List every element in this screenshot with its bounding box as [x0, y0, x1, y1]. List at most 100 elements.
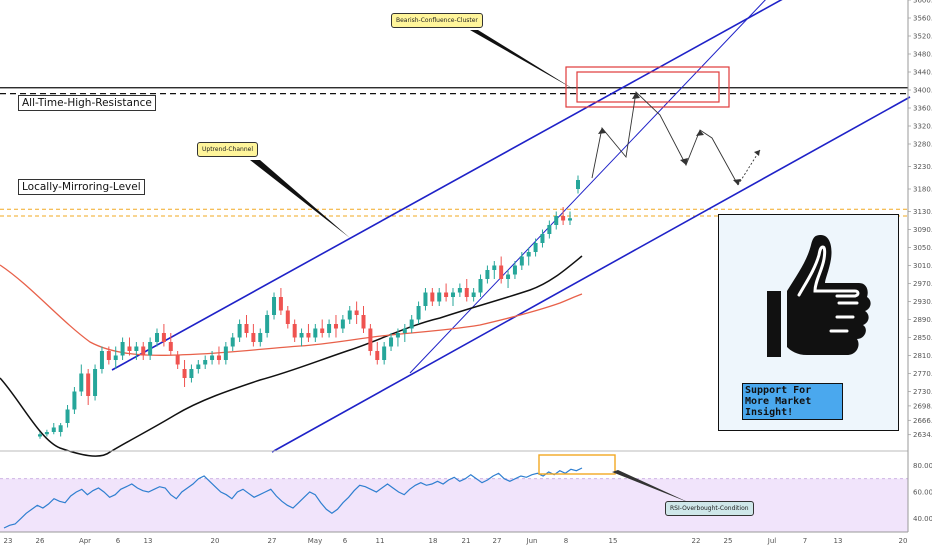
moving-average-red [0, 264, 583, 356]
candle [251, 333, 256, 342]
candle [519, 256, 524, 266]
candle [457, 288, 462, 293]
candle [299, 333, 304, 338]
projection-arrowhead [733, 179, 741, 185]
candle [93, 369, 98, 396]
local-mirror-label: Locally-Mirroring-Level [18, 179, 145, 195]
candle [327, 324, 332, 333]
x-tick-label: 6 [116, 537, 121, 545]
candle [409, 319, 414, 329]
support-text: Support For More Market Insight! [742, 383, 843, 420]
x-tick-label: 13 [834, 537, 843, 545]
candle [347, 310, 352, 320]
y-tick-label: 2634.00 [913, 431, 932, 439]
candle [38, 434, 42, 437]
candle [203, 360, 208, 365]
candle [313, 328, 318, 338]
y-tick-label: 2666.00 [913, 417, 932, 425]
x-tick-label: Apr [79, 537, 91, 545]
projection-arrowhead [696, 130, 704, 136]
y-tick-label: 3130.00 [913, 208, 932, 216]
x-tick-label: 18 [429, 537, 438, 545]
candle [230, 337, 235, 347]
x-tick-label: 6 [343, 537, 348, 545]
rsi-pointer [612, 470, 690, 503]
candle [141, 346, 146, 356]
candle [444, 292, 449, 297]
x-tick-label: 21 [462, 537, 471, 545]
x-tick-label: 15 [609, 537, 618, 545]
y-tick-label: 2730.00 [913, 388, 932, 396]
candle [161, 333, 166, 342]
y-tick-label: 2970.00 [913, 280, 932, 288]
y-tick-label: 3560.00 [913, 15, 932, 23]
candle [547, 225, 552, 234]
steep-trend-line [409, 0, 766, 374]
candle [478, 279, 483, 293]
x-tick-label: 26 [36, 537, 45, 545]
candle [79, 373, 84, 392]
candle [127, 346, 132, 351]
candle [430, 292, 435, 302]
candle [561, 216, 566, 221]
y-tick-label: 3180.00 [913, 186, 932, 194]
candle [265, 315, 270, 333]
x-tick-label: 25 [724, 537, 733, 545]
cluster-box-outer [565, 66, 730, 108]
candle [292, 324, 297, 338]
projection-path [591, 91, 739, 186]
y-tick-label: 3520.00 [913, 33, 932, 41]
candle [65, 409, 70, 423]
thumbs-up-icon [767, 235, 871, 357]
rsi-overbought-callout: RSI-Overbought-Condition [665, 501, 754, 516]
x-tick-label: Jun [526, 537, 538, 545]
candle [499, 265, 504, 279]
candle [526, 252, 531, 257]
all-time-high-label: All-Time-High-Resistance [18, 95, 156, 111]
x-tick-label: 27 [268, 537, 277, 545]
candle [485, 270, 490, 279]
y-tick-label: 2930.00 [913, 298, 932, 306]
x-tick-label: 23 [4, 537, 13, 545]
y-tick-label: 2770.00 [913, 370, 932, 378]
candle [471, 292, 476, 297]
candle [423, 292, 428, 306]
y-tick-label: 2890.00 [913, 316, 932, 324]
projection-dotted [737, 149, 761, 186]
rsi-y-tick-label: 80.00 [913, 462, 932, 470]
candle [189, 369, 194, 378]
y-tick-label: 3600.00 [913, 0, 932, 5]
candle [113, 355, 118, 360]
rsi-band [0, 478, 908, 532]
candle [155, 333, 160, 342]
y-tick-label: 3230.00 [913, 163, 932, 171]
y-tick-label: 3480.00 [913, 51, 932, 59]
candle [492, 265, 497, 270]
candle [99, 351, 104, 369]
x-tick-label: 11 [376, 537, 385, 545]
candle [554, 216, 559, 225]
candle [175, 355, 180, 365]
candle [196, 364, 201, 369]
candle [278, 297, 283, 311]
candle [210, 355, 215, 360]
candle [285, 310, 290, 324]
candle [244, 324, 249, 333]
candle [402, 328, 407, 333]
candle [382, 346, 387, 360]
x-tick-label: 27 [493, 537, 502, 545]
candle [450, 292, 455, 297]
candle [106, 351, 111, 360]
candle [168, 342, 173, 351]
candle [58, 425, 63, 432]
candle [512, 265, 517, 275]
x-tick-label: May [308, 537, 322, 545]
moving-average-black [0, 255, 583, 457]
x-tick-label: 22 [692, 537, 701, 545]
candle [272, 297, 277, 315]
cluster-pointer [470, 30, 575, 90]
rsi-line [3, 467, 583, 529]
uptrend-channel-callout: Uptrend-Channel [197, 142, 258, 157]
rsi-y-tick-label: 40.00 [913, 515, 932, 523]
